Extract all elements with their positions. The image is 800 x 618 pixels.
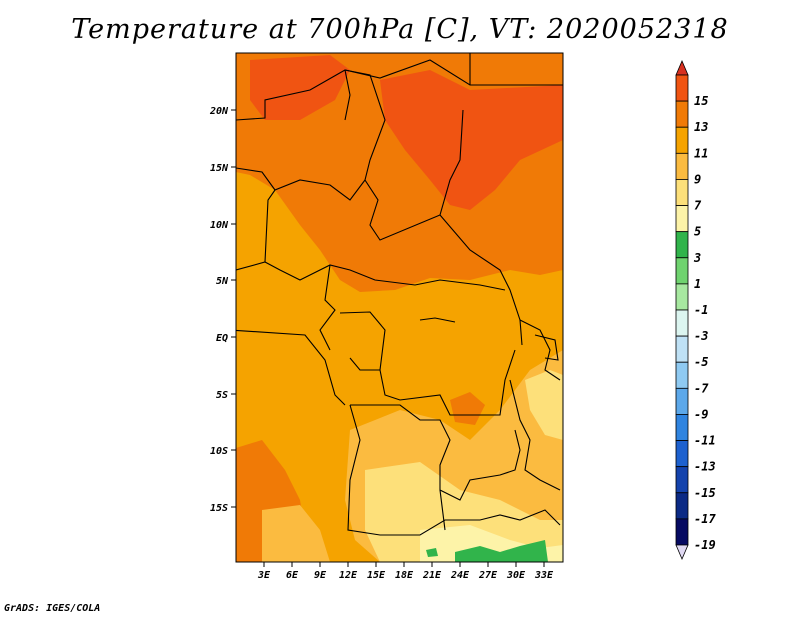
colorbar-swatch [675,387,689,415]
border-line [509,379,561,491]
lon-tick-label: 12E [339,570,358,581]
borders [236,53,563,536]
lon-tick-label: 6E [286,570,299,581]
border-line [439,214,523,346]
lon-axis: 3E 6E 9E 12E 15E 18E 21E 24E 27E 30E 33E [257,562,554,581]
lat-axis: 20N 15N 10N 5N EQ 5S 10S 15S [209,106,236,514]
border-line [349,357,380,371]
colorbar-swatch [675,361,689,389]
border-line [344,69,351,121]
colorbar-label: -17 [694,512,716,526]
border-line [339,311,516,416]
colorbar-label: -1 [694,303,708,317]
contour-band-5-east [525,370,563,440]
colorbar-swatch [675,152,689,180]
lat-tick-label: 5N [216,276,229,287]
chart-title: Temperature at 700hPa [C], VT: 202005231… [71,14,729,45]
temperature-field [236,53,563,562]
colorbar-label: 5 [694,225,701,239]
lon-tick-label: 18E [395,570,414,581]
colorbar-swatch [675,518,689,546]
border-line [347,404,561,536]
colorbar-label: 3 [693,251,701,265]
colorbar-swatch [675,100,689,128]
colorbar-bottom-triangle [675,544,689,561]
colorbar-swatch [675,414,689,441]
credit-text: GrADS: IGES/COLA [4,603,101,614]
colorbar: 15 13 11 9 7 5 3 1 -1 -3 -5 -7 -9 -11 -13 -15 -17 -19 [675,59,716,561]
map-frame [235,52,564,563]
colorbar-label: -19 [694,538,716,552]
border-line [519,319,561,381]
lon-tick-label: 3E [257,570,271,581]
colorbar-label: -11 [694,434,716,448]
contour-band-1-b [426,548,438,557]
border-line [236,167,276,191]
colorbar-swatch [675,283,689,311]
colorbar-swatch [675,440,689,468]
colorbar-swatch [675,335,689,363]
colorbar-label: -5 [694,355,708,369]
colorbar-swatch [675,466,689,494]
lon-tick-label: 30E [506,570,526,581]
lat-tick-label: 5S [216,390,228,401]
colorbar-label: -3 [694,329,708,343]
colorbar-label: -7 [694,381,709,395]
border-line [534,334,559,361]
colorbar-swatch [675,257,689,285]
colorbar-label: -13 [694,460,716,474]
lon-tick-label: 21E [422,570,442,581]
lat-tick-label: 20N [209,106,229,117]
colorbar-swatch [675,309,689,337]
colorbar-label: -9 [694,407,708,421]
colorbar-label: -15 [694,486,716,500]
contour-band-7-sw [262,505,330,562]
lon-tick-label: 9E [314,570,327,581]
colorbar-swatch [675,74,689,102]
border-line [319,264,336,351]
colorbar-top-triangle [675,59,689,76]
border-line [236,329,346,406]
lon-tick-label: 24E [450,570,470,581]
border-line [236,261,506,291]
colorbar-swatch [675,492,689,520]
border-line [439,489,446,531]
colorbar-label: 9 [694,172,701,186]
lon-tick-label: 33E [534,570,554,581]
contour-band-13-a [380,70,563,210]
contour-band-1 [455,540,548,562]
lat-tick-label: 15S [210,503,228,514]
lat-tick-label: 10S [210,446,228,457]
colorbar-swatch [675,179,689,206]
border-line [344,69,464,241]
colorbar-label: 15 [694,94,708,108]
lat-tick-label: 10N [210,220,229,231]
lon-tick-label: 15E [367,570,386,581]
colorbar-swatch [675,126,689,154]
lat-tick-label: EQ [216,333,228,344]
colorbar-swatch [675,205,689,233]
colorbar-label: 7 [694,199,702,213]
border-line [264,179,366,263]
lat-tick-label: 15N [210,163,229,174]
colorbar-swatch [675,231,689,259]
border-line [419,317,456,323]
lon-tick-label: 27E [478,570,498,581]
colorbar-label: 11 [694,146,708,160]
colorbar-label: 13 [694,120,708,134]
contour-band-11-central [450,392,485,425]
contour-band-5 [365,462,563,562]
contour-band-13-b [250,55,350,120]
colorbar-label: 1 [694,277,701,291]
